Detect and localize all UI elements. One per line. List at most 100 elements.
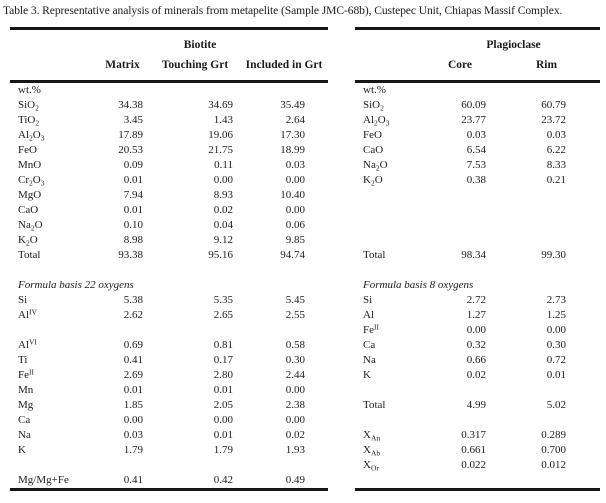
table-row: CaO 6.54 6.22: [355, 143, 600, 158]
cell-value: 1.79: [123, 444, 143, 456]
cell-value: 2.65: [213, 309, 233, 321]
table-row: Total 4.99 5.02: [355, 398, 600, 413]
spacer-cell: [355, 413, 600, 428]
cell-value: 2.05: [213, 399, 233, 411]
row-label: K: [363, 369, 371, 381]
spacer-cell: [355, 233, 600, 248]
col-header-matrix: Matrix: [95, 51, 150, 83]
table-row: Na 0.66 0.72: [355, 353, 600, 368]
spacer-row: [10, 263, 328, 278]
cell-value: 0.81: [213, 339, 233, 351]
cell-value: 5.35: [213, 294, 233, 306]
row-label: Mn: [18, 384, 34, 396]
cell-value: 7.94: [123, 189, 143, 201]
cell-value: 6.54: [466, 144, 486, 156]
spacer-cell: [355, 203, 600, 218]
row-label: Na2O: [363, 159, 388, 173]
plagioclase-table-body: wt.% SiO2 60.09 60.79 Al2O3 23.77 23.72 FeO 0.03…: [355, 82, 600, 490]
row-label: AlIV: [18, 307, 37, 321]
cell-value: 0.00: [546, 324, 567, 336]
cell-value: 0.00: [285, 384, 306, 396]
plagioclase-table-header: Plagioclase Core Rim: [355, 29, 601, 83]
cell-value: 34.69: [208, 99, 233, 111]
cell-value: 0.661: [461, 444, 486, 456]
spacer-row: [355, 188, 600, 203]
biotite-column-header-row: Matrix Touching Grt Included in Grt: [10, 51, 329, 83]
spacer-row: [355, 203, 600, 218]
row-label: Ca: [18, 414, 31, 426]
cell-value: 0.21: [546, 174, 567, 186]
row-label: Al: [363, 309, 374, 321]
cell-value: 0.317: [461, 429, 486, 441]
plagioclase-column-header-row: Core Rim: [355, 51, 601, 83]
row-label: SiO2: [363, 99, 384, 113]
cell-value: 2.64: [285, 114, 306, 126]
table-row: FeII 0.00 0.00: [355, 323, 600, 338]
plagioclase-group-row: Plagioclase: [355, 29, 600, 51]
cell-value: 20.53: [118, 144, 143, 156]
cell-value: 0.30: [546, 339, 567, 351]
cell-value: 21.75: [208, 144, 233, 156]
cell-value: 0.58: [285, 339, 306, 351]
row-label: AlVI: [18, 337, 37, 351]
cell-value: 1.25: [546, 309, 567, 321]
cell-value: 2.73: [546, 294, 567, 306]
table-row: Mn 0.01 0.01 0.00: [10, 383, 328, 398]
cell-value: [95, 82, 150, 99]
cell-value: 0.01: [546, 369, 567, 381]
table-row: wt.%: [355, 82, 600, 99]
cell-value: 0.02: [285, 429, 306, 441]
spacer-row: [10, 458, 328, 473]
cell-value: 1.93: [285, 444, 306, 456]
row-label: K2O: [363, 174, 383, 188]
row-label: FeO: [18, 144, 37, 156]
col-header-included-in-grt: Included in Grt: [240, 51, 329, 83]
cell-value: 0.03: [123, 429, 143, 441]
row-label: CaO: [363, 144, 384, 156]
cell-value: 99.30: [541, 249, 567, 261]
cell-value: 0.03: [466, 129, 486, 141]
cell-value: 18.99: [280, 144, 306, 156]
cell-value: 0.700: [541, 444, 567, 456]
row-label: Total: [363, 249, 386, 261]
table-row: XAn 0.317 0.289: [355, 428, 600, 443]
row-label: MnO: [18, 159, 42, 171]
table-row: Al2O3 23.77 23.72: [355, 113, 600, 128]
spacer-row: [355, 383, 600, 398]
cell-value: 6.22: [546, 144, 567, 156]
cell-value: 0.02: [466, 369, 486, 381]
spacer-cell: [10, 323, 328, 338]
table-row: Total 93.38 95.16 94.74: [10, 248, 328, 263]
row-label: MgO: [18, 189, 42, 201]
cell-value: 0.01: [123, 384, 143, 396]
table-row: K 1.79 1.79 1.93: [10, 443, 328, 458]
spacer-row: [355, 473, 600, 490]
spacer-row: [355, 218, 600, 233]
table-row: Total 98.34 99.30: [355, 248, 600, 263]
section-label: Formula basis 22 oxygens: [18, 279, 134, 291]
biotite-table-body: wt.% SiO2 34.38 34.69 35.49 TiO2 3.45 1.43 2.64 A…: [10, 82, 328, 490]
cell-value: 0.00: [123, 414, 143, 426]
table-row: Na2O 0.10 0.04 0.06: [10, 218, 328, 233]
biotite-group-row: Biotite: [10, 29, 328, 51]
cell-value: 60.79: [541, 99, 567, 111]
row-label: FeO: [363, 129, 382, 141]
spacer-cell: [355, 263, 600, 278]
cell-value: 9.12: [213, 234, 233, 246]
cell-value: 95.16: [208, 249, 233, 261]
table-caption: Table 3. Representative analysis of mine…: [3, 4, 563, 17]
section-row: Formula basis 8 oxygens: [355, 278, 600, 293]
row-label: SiO2: [18, 99, 39, 113]
row-label: Al2O3: [363, 114, 390, 128]
plagioclase-table: Plagioclase Core Rim wt.% SiO2 60.09 60.79 A…: [355, 27, 601, 491]
row-label: Mg/Mg+Fe: [18, 474, 69, 486]
cell-value: 2.72: [466, 294, 486, 306]
row-label: Na: [363, 354, 376, 366]
cell-value: 0.49: [285, 474, 306, 486]
cell-value: 0.06: [285, 219, 306, 231]
cell-value: 0.03: [285, 159, 306, 171]
cell-value: 0.00: [285, 174, 306, 186]
spacer-cell: [355, 383, 600, 398]
cell-value: 10.40: [280, 189, 306, 201]
